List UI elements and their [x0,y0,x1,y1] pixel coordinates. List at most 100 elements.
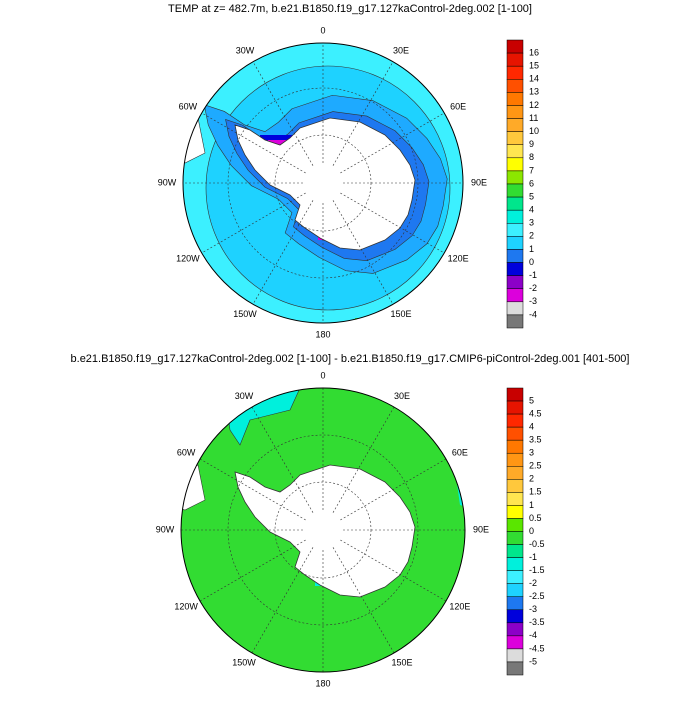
colorbar-box [506,661,524,676]
colorbar-label: 8 [529,152,534,162]
meridian-line [332,61,394,166]
longitude-label: 150W [233,309,257,319]
colorbar-box [506,596,524,611]
meridian-line [199,458,306,521]
longitude-label: 0 [320,25,325,35]
map-panel: TEMP at z= 482.7m, b.e21.B1850.f19_g17.1… [158,3,539,339]
longitude-label: 90W [158,177,177,187]
colorbar-label: -1 [529,270,537,280]
colorbar-box [506,387,524,402]
colorbar-box [506,466,524,480]
colorbar-label: -3 [529,296,537,306]
colorbar-box [506,452,524,467]
colorbar: 5 4.5 4 3.5 3 2.5 2 1.5 1 0.5 0 -0.5 -1 -1.5 -2 -2.5 -3 -… [506,387,545,676]
longitude-label: 60E [450,101,466,111]
colorbar-label: -4.5 [529,643,545,653]
colorbar-box [506,479,524,493]
colorbar-label: 4.5 [529,408,542,418]
colorbar-box [506,157,524,172]
meridian-line [252,61,314,166]
meridian-line [201,192,306,254]
colorbar-box [506,518,524,532]
colorbar-box [506,505,524,519]
colorbar-box [506,236,524,250]
colorbar-box [506,118,524,132]
land-antarctica [234,117,416,251]
colorbar-box [506,144,524,159]
meridian-line [332,200,394,305]
meridian-line [251,406,314,513]
colorbar-label: -5 [529,656,537,666]
colorbar-label: 0 [529,257,534,267]
colorbar-box [506,170,524,185]
colorbar-label: 10 [529,126,539,136]
colorbar-box [506,131,524,145]
colorbar-box [506,301,524,316]
longitude-label: 60W [179,101,198,111]
colorbar-box [506,531,524,545]
colorbar-label: -4 [529,309,537,319]
colorbar-label: -2.5 [529,591,545,601]
colorbar-box [506,426,524,441]
longitude-label: 150E [391,658,412,668]
colorbar-label: -4 [529,630,537,640]
colorbar-label: 7 [529,165,534,175]
ocean-patch [268,140,293,148]
colorbar-box [506,635,524,650]
meridian-line [340,539,447,602]
colorbar-box [506,275,524,289]
map-fill [183,43,463,323]
colorbar-label: 3.5 [529,435,542,445]
latitude-line [227,87,419,279]
latitude-line [227,434,419,626]
colorbar-box [506,92,524,106]
colorbar-box [506,105,524,119]
longitude-label: 30W [236,46,255,56]
meridian-line [332,547,395,654]
panel-title: b.e21.B1850.f19_g17.127kaControl-2deg.00… [71,353,630,365]
ocean-patch [355,318,377,323]
colorbar-box [506,570,524,584]
colorbar-box [506,65,524,80]
longitude-label: 180 [315,678,330,688]
colorbar-box [506,648,524,663]
colorbar-label: 1 [529,244,534,254]
longitude-label: 30W [235,391,254,401]
longitude-label: 120E [449,601,470,611]
longitude-label: 30E [393,46,409,56]
longitude-label: 60W [177,447,196,457]
meridian-line [340,192,445,254]
land-antarctica [234,464,416,598]
colorbar-box [506,209,524,224]
colorbar-box [506,262,524,276]
colorbar-label: 6 [529,178,534,188]
map-border [180,387,466,673]
colorbar-box [506,583,524,597]
colorbar-label: 4 [529,205,534,215]
longitude-label: 150E [390,309,411,319]
colorbar-box [506,39,524,54]
colorbar-label: 14 [529,74,539,84]
longitude-label: 90W [156,524,175,534]
meridian-line [199,539,306,602]
colorbar-box [506,492,524,506]
colorbar-label: 11 [529,113,538,123]
colorbar-box [506,609,524,624]
meridian-line [251,547,314,654]
colorbar-label: 13 [529,87,539,97]
longitude-label: 180 [315,329,330,339]
colorbar-box [506,288,524,303]
meridian-line [340,112,445,174]
colorbar-box [506,557,524,571]
longitude-label: 60E [452,447,468,457]
colorbar-label: 16 [529,47,539,57]
colorbar-box [506,544,524,558]
longitude-label: 120W [176,253,200,263]
map-fill [181,388,465,672]
colorbar-label: 9 [529,139,534,149]
longitude-label: 90E [471,177,487,187]
map-panel: b.e21.B1850.f19_g17.127kaControl-2deg.00… [71,353,630,688]
colorbar-label: 1.5 [529,487,542,497]
